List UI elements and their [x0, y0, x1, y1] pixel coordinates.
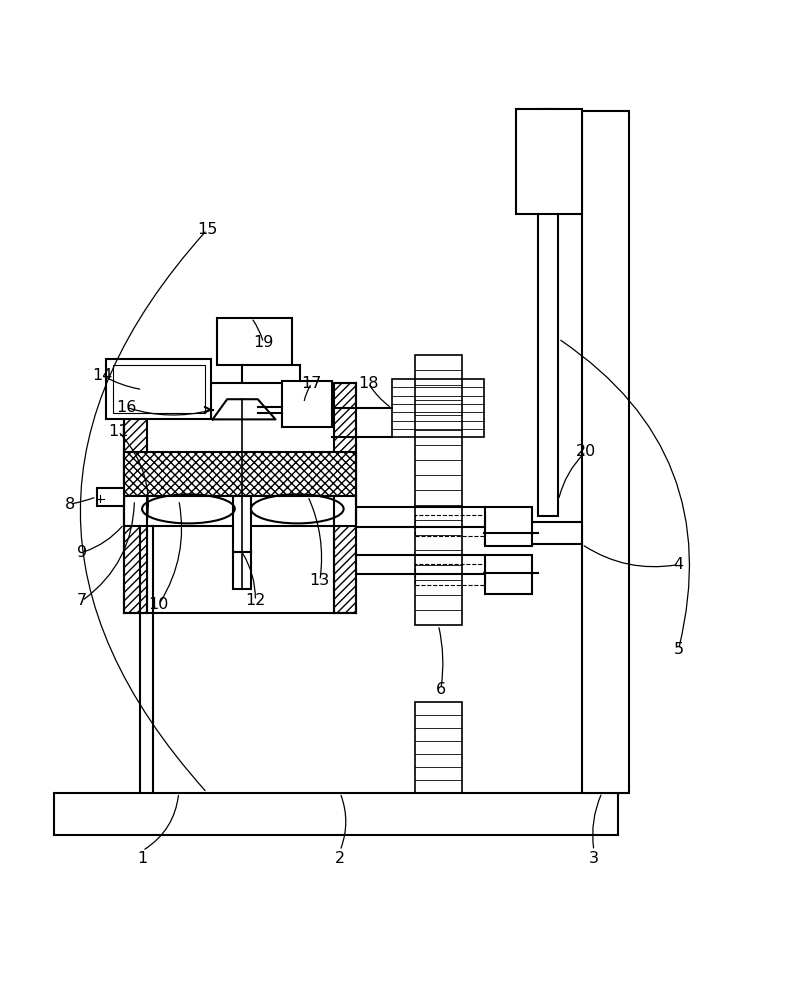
Bar	[415, 355, 462, 625]
Bar	[485, 507, 532, 546]
Text: 13: 13	[310, 573, 330, 588]
Text: 10: 10	[148, 597, 169, 612]
Text: 2: 2	[335, 851, 345, 866]
Text: 1: 1	[138, 851, 147, 866]
Text: 20: 20	[576, 444, 596, 459]
Bar	[233, 552, 251, 589]
Bar	[582, 111, 629, 793]
Bar	[124, 496, 356, 526]
Bar	[112, 365, 205, 413]
Text: 7: 7	[77, 593, 87, 608]
Text: 6: 6	[436, 682, 446, 697]
Bar	[218, 318, 291, 365]
Bar	[537, 109, 558, 516]
Text: 12: 12	[245, 593, 265, 608]
Text: 11: 11	[108, 424, 129, 439]
Bar	[333, 383, 356, 613]
Text: 8: 8	[65, 497, 75, 512]
Text: 14: 14	[92, 368, 112, 383]
Text: 4: 4	[674, 557, 684, 572]
Text: 3: 3	[589, 851, 599, 866]
Bar	[415, 515, 485, 536]
Text: 15: 15	[197, 222, 217, 237]
Bar	[392, 379, 485, 437]
Bar	[96, 488, 124, 506]
Bar	[282, 381, 332, 427]
Bar	[124, 383, 146, 613]
Text: 18: 18	[358, 376, 379, 391]
Bar	[53, 793, 618, 835]
Bar	[233, 496, 251, 552]
Text: 5: 5	[674, 642, 684, 657]
Polygon shape	[213, 399, 276, 419]
Bar	[415, 702, 462, 793]
Text: 9: 9	[77, 545, 87, 560]
Bar	[124, 452, 356, 496]
Text: 17: 17	[302, 376, 322, 391]
Bar	[485, 555, 532, 594]
Bar	[516, 109, 582, 214]
Bar	[106, 359, 211, 419]
Bar	[415, 564, 485, 585]
Text: 19: 19	[253, 335, 273, 350]
Text: 16: 16	[116, 400, 137, 415]
Bar	[485, 522, 582, 544]
